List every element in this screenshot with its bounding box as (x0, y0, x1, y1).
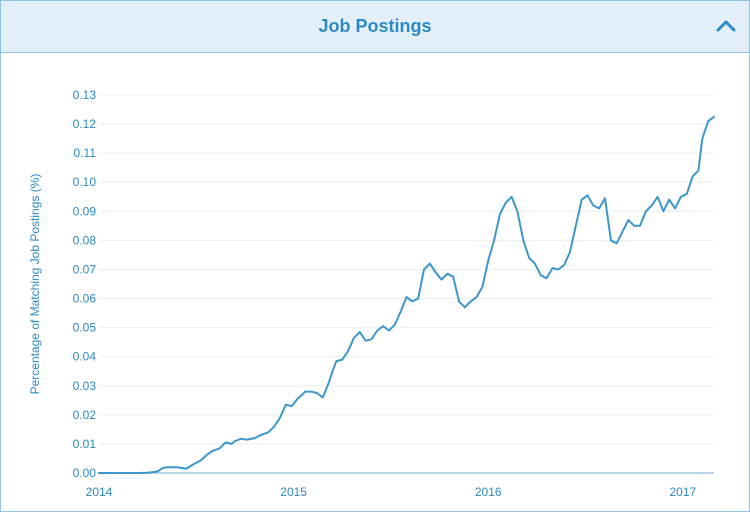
x-tick-label: 2015 (280, 485, 307, 499)
y-axis-title: Percentage of Matching Job Postings (%) (28, 174, 42, 395)
y-tick-label: 0.06 (73, 292, 97, 306)
y-tick-label: 0.09 (73, 204, 97, 218)
y-tick-label: 0.12 (73, 117, 97, 131)
y-axis-tick-labels: 0.00 0.01 0.02 0.03 0.04 0.05 0.06 0.07 0.08 0.09… (73, 88, 97, 480)
y-tick-label: 0.01 (73, 437, 97, 451)
job-postings-line-chart: 0.00 0.01 0.02 0.03 0.04 0.05 0.06 0.07 0.08 0.09… (28, 88, 715, 499)
collapse-button[interactable] (713, 13, 739, 39)
y-tick-label: 0.11 (74, 146, 97, 160)
grid-lines (99, 94, 714, 445)
chevron-up-icon (716, 20, 736, 32)
series-lines (98, 115, 715, 474)
x-tick-label: 2016 (475, 485, 502, 499)
y-tick-label: 0.10 (73, 175, 97, 189)
x-tick-label: 2017 (670, 485, 697, 499)
y-tick-label: 0.00 (73, 466, 97, 480)
x-tick-label: 2014 (86, 485, 113, 499)
y-tick-label: 0.04 (73, 350, 97, 364)
y-tick-label: 0.02 (73, 408, 97, 422)
series-line (98, 115, 715, 474)
y-tick-label: 0.08 (73, 233, 97, 247)
panel-title: Job Postings (318, 16, 432, 36)
x-axis-tick-labels: 2014 2015 2016 2017 (86, 485, 697, 499)
panel-header[interactable]: Job Postings (1, 1, 749, 53)
y-tick-label: 0.13 (73, 88, 97, 102)
y-tick-label: 0.05 (73, 321, 97, 335)
y-tick-label: 0.07 (73, 262, 97, 276)
y-tick-label: 0.03 (73, 379, 97, 393)
